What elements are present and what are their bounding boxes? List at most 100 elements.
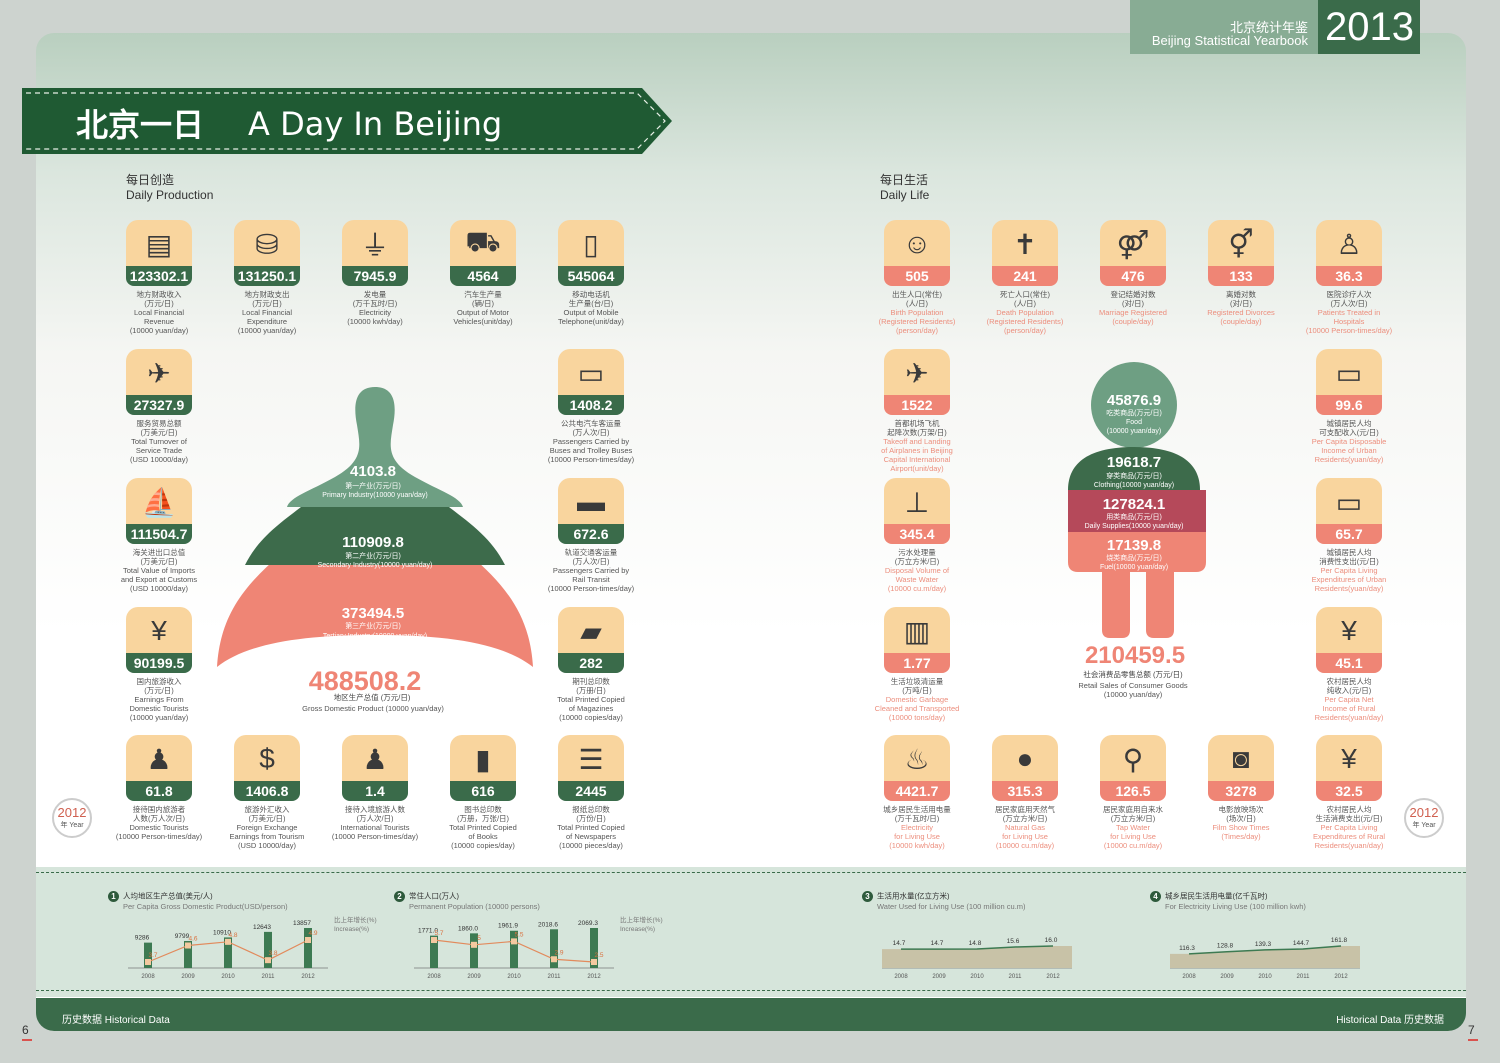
chart-area bbox=[882, 946, 1072, 968]
gas-bomb-icon: ● bbox=[1016, 743, 1034, 774]
chart-point bbox=[431, 937, 437, 943]
stat-label: 城乡居民生活用电量 (万千瓦时/日) Electricity for Living U… bbox=[862, 805, 972, 850]
chart-point bbox=[225, 938, 231, 945]
stat-tile-bg: ⛁ bbox=[234, 220, 300, 274]
chart-tick-label: 2010 bbox=[221, 974, 235, 980]
stat-tile: ▭ 65.7 bbox=[1316, 478, 1382, 544]
chart-data-label: 2069.3 bbox=[578, 920, 598, 927]
stat-value: 123302.1 bbox=[126, 266, 192, 286]
mobile-phone-icon: ▯ bbox=[583, 228, 599, 260]
stat-label-en: Per Capita Living Expenditures of Rural Re… bbox=[1312, 823, 1386, 850]
stat-tile-bg: ¥ bbox=[1316, 735, 1382, 789]
chart-bar bbox=[184, 940, 192, 968]
page-number-left: 6 bbox=[22, 1023, 32, 1041]
consumer-food-value: 45876.9 bbox=[1107, 392, 1161, 409]
stat-tile: ◙ 3278 bbox=[1208, 735, 1274, 801]
stat-tile-bg: ▤ bbox=[126, 220, 192, 274]
consumer-fuel-en: Fuel(10000 yuan/day) bbox=[1100, 564, 1168, 571]
chart-point bbox=[591, 959, 597, 965]
bus-icon: ▭ bbox=[577, 357, 605, 389]
tourist-icon: ♟ bbox=[146, 743, 172, 775]
page-number-right: 7 bbox=[1468, 1023, 1478, 1041]
year-badge-left-label: 年 Year bbox=[60, 822, 84, 829]
dashed-divider-top bbox=[36, 872, 1466, 873]
stat-label-en: Per Capita Living Expenditures of Urban Re… bbox=[1311, 566, 1387, 593]
stat-tile: ▬ 672.6 bbox=[558, 478, 624, 544]
stat-value: 111504.7 bbox=[126, 524, 192, 544]
stat-tile-bg: ♨ bbox=[884, 735, 950, 789]
stat-tile-bg: ▯ bbox=[558, 220, 624, 274]
stat-label-en: Passengers Carried by Buses and Trolley B… bbox=[547, 437, 635, 464]
stat-label-cn: 轨道交通客运量 (万人次/日) bbox=[564, 548, 618, 566]
chart-svg: 2008 2009 2010 2011 2012 1771.0 1860.0 1961.9 20… bbox=[414, 915, 663, 980]
stat-label-cn: 出生人口(常住) (人/日) bbox=[892, 290, 942, 308]
year-badge-left: 2012 年 Year bbox=[52, 798, 92, 838]
consumer-fuel-value: 17139.8 bbox=[1107, 537, 1161, 554]
chart-tick-label: 2012 bbox=[301, 974, 315, 980]
chart-tick-label: 2008 bbox=[1182, 974, 1196, 980]
consumer-daily-cn: 用类商品(万元/日) bbox=[1106, 512, 1162, 521]
gdp-total-cn: 地区生产总值 (万元/日) bbox=[334, 692, 411, 702]
chart-data-label: 2018.6 bbox=[538, 921, 558, 928]
stat-tile-bg: ✈ bbox=[126, 349, 192, 403]
stat-label-en: Natural Gas for Living Use (10000 cu.m/day… bbox=[995, 823, 1055, 850]
chart-legend-label: 比上年增长(%) bbox=[620, 915, 663, 924]
stat-tile-bg: ⚲ bbox=[1100, 735, 1166, 789]
stat-label: 医院诊疗人次 (万人次/日) Patients Treated in Hospital… bbox=[1294, 290, 1404, 335]
stat-label-en: Death Population (Registered Residents) (p… bbox=[986, 308, 1064, 335]
stat-label-cn: 发电量 (万千瓦时/日) bbox=[352, 290, 398, 308]
stat-value: 672.6 bbox=[558, 524, 624, 544]
money-bag-in-icon: ¥ bbox=[1341, 615, 1357, 646]
life-title-en: Daily Life bbox=[880, 188, 930, 202]
chart-bar bbox=[224, 937, 232, 968]
banner-title-en: A Day In Beijing bbox=[248, 105, 502, 143]
stat-value: 505 bbox=[884, 266, 950, 286]
title-banner: 北京一日 A Day In Beijing bbox=[22, 88, 672, 154]
chart-svg: 2008 2009 2010 2011 2012 116.3 128.8 139.3 144.7… bbox=[1170, 937, 1360, 980]
consumer-total-en: Retail Sales of Consumer Goods bbox=[1078, 681, 1187, 690]
chart-svg: 2008 2009 2010 2011 2012 9286 9799 10910 12643 13… bbox=[128, 915, 377, 980]
stat-label: 汽车生产量 (辆/日) Output of Motor Vehicles(unit/d… bbox=[428, 290, 538, 326]
stat-tile: ▥ 1.77 bbox=[884, 607, 950, 673]
stat-label-cn: 公共电汽车客运量 (万人次/日) bbox=[561, 419, 621, 437]
chart-bar bbox=[430, 935, 438, 968]
stat-label: 国内旅游收入 (万元/日) Earnings From Domestic Touris… bbox=[104, 677, 214, 722]
money-bag-icon: ¥ bbox=[151, 615, 167, 646]
stat-label: 居民家庭用天然气 (万立方米/日) Natural Gas for Living Us… bbox=[970, 805, 1080, 850]
stat-label: 城镇居民人均 消费性支出(元/日) Per Capita Living Expendi… bbox=[1294, 548, 1404, 593]
stat-label: 首都机场飞机 起降次数(万架/日) Takeoff and Landing of Ai… bbox=[862, 419, 972, 473]
chart-point bbox=[185, 942, 191, 949]
stat-label-cn: 医院诊疗人次 (万人次/日) bbox=[1326, 290, 1372, 308]
stat-value: 3278 bbox=[1208, 781, 1274, 801]
chart-growth-label: 5.5 bbox=[514, 931, 523, 938]
stat-label-en: Per Capita Disposable Income of Urban Resi… bbox=[1311, 437, 1387, 464]
chart-growth-label: 2.5 bbox=[594, 952, 603, 959]
stat-label-en: Marriage Registered (couple/day) bbox=[1099, 308, 1167, 326]
airplane-icon: ✈ bbox=[147, 357, 171, 389]
chart-bar bbox=[550, 929, 558, 968]
stat-label: 海关进出口总值 (万美元/日) Total Value of Imports and … bbox=[104, 548, 214, 593]
stat-tile: ▰ 282 bbox=[558, 607, 624, 673]
stat-label-en: Takeoff and Landing of Airplanes in Beiji… bbox=[881, 437, 953, 473]
stat-value: 476 bbox=[1100, 266, 1166, 286]
footer-left-label: 历史数据 Historical Data bbox=[62, 1015, 170, 1026]
gdp-total-value: 488508.2 bbox=[309, 666, 422, 696]
life-title-cn: 每日生活 bbox=[880, 173, 929, 187]
chart-point bbox=[551, 956, 557, 963]
stat-tile: ⛵ 111504.7 bbox=[126, 478, 192, 544]
baby-icon: ☺ bbox=[902, 228, 932, 259]
stat-tile-bg: ● bbox=[992, 735, 1058, 789]
stat-tile-bg: ⊥ bbox=[884, 478, 950, 532]
stat-label-en: Foreign Exchange Earnings from Tourism (US… bbox=[229, 823, 305, 850]
stat-label-en: Film Show Times (Times/day) bbox=[1212, 823, 1270, 841]
stat-tile: ⊥ 345.4 bbox=[884, 478, 950, 544]
dollar-icon: $ bbox=[259, 743, 275, 774]
stat-label-cn: 城镇居民人均 消费性支出(元/日) bbox=[1319, 548, 1379, 566]
stat-label-cn: 居民家庭用自来水 (万立方米/日) bbox=[1103, 805, 1163, 823]
consumer-clothing-value: 19618.7 bbox=[1107, 454, 1161, 471]
stat-label-cn: 移动电话机 生产量(台/日) bbox=[568, 290, 614, 308]
stat-label: 城镇居民人均 可支配收入(元/日) Per Capita Disposable Inc… bbox=[1294, 419, 1404, 464]
chart-growth-label: 4.8 bbox=[228, 932, 237, 939]
consumer-person-chart: 45876.9 吃类商品(万元/日) Food (10000 yuan/day)… bbox=[1068, 362, 1206, 699]
chart-tick-label: 2011 bbox=[548, 974, 562, 980]
